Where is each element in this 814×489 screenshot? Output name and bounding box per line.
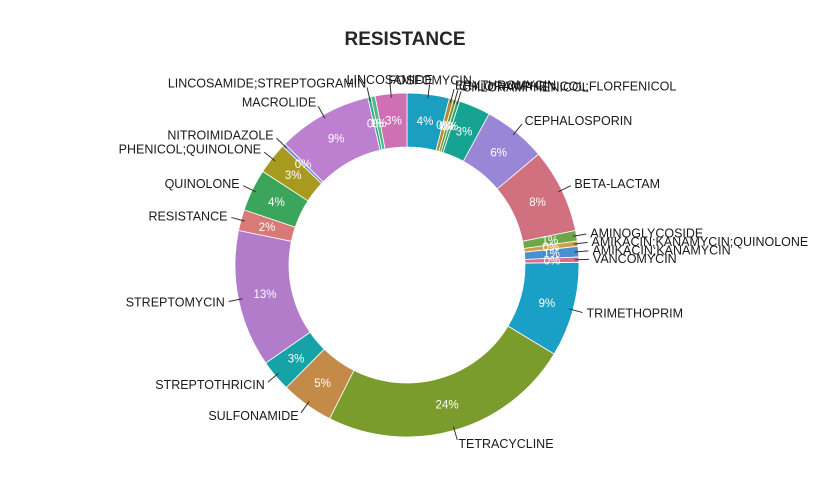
percent-label: 9% [539,298,556,310]
percent-label: 4% [268,197,285,209]
category-label: PHENICOL;QUINOLONE [119,143,261,157]
category-label: TETRACYCLINE [458,437,553,451]
percent-label: 13% [253,289,276,301]
category-label: RESISTANCE [149,209,228,223]
category-label: STREPTOMYCIN [126,295,225,309]
percent-label: 8% [529,197,546,209]
chart-title: RESISTANCE [344,29,465,50]
percent-label: 0% [544,255,561,267]
leader-line [572,233,587,237]
percent-label: 0% [439,121,456,133]
leader-line [317,105,326,119]
leader-line [427,84,431,99]
category-label: CHLORAMPHENICOL;FLORFENICOL [459,79,676,93]
leader-line [456,91,462,105]
percent-label: 3% [456,127,473,139]
leader-line [453,90,459,104]
leader-line [574,250,589,253]
category-label: LINCOSAMIDE;STREPTOGRAMIN [168,77,366,91]
category-label: NITROIMIDAZOLE [167,128,273,142]
leader-line [389,83,392,98]
percent-label: 24% [436,399,459,411]
percent-label: 9% [328,133,345,145]
category-label: TRIMETHOPRIM [587,307,684,321]
leader-line [231,216,245,222]
leader-line [300,401,310,414]
leader-line [228,298,243,303]
leader-line [452,426,458,441]
percent-label: 3% [285,170,302,182]
category-label: AMIKACIN;KANAMYCIN;QUINOLONE [592,235,809,249]
percent-label: 3% [385,116,402,128]
percent-label: 3% [288,353,305,365]
percent-label: 5% [314,378,331,390]
category-labels-group: FOSFOMYCINERYTHROMYCINCHLORAMPHENICOL;FL… [119,73,809,451]
category-label: CHLORAMPHENICOL [462,80,588,94]
leader-line [267,372,279,383]
percent-label: 0% [367,119,384,131]
percent-label: 0% [543,242,560,254]
leader-line [573,241,588,245]
leader-line [512,123,523,136]
slice-tetracycline-12 [329,325,555,438]
percent-labels-group: 4% 0%0%0%3%6%8%1%0%1%0%9%24%5%3%13%2%4%3%… [253,116,560,412]
percent-label: 1% [370,118,387,130]
leader-line [276,137,287,149]
percent-label: 6% [490,148,507,160]
percent-label: 1% [542,235,559,247]
leader-line [449,89,455,103]
category-label: AMINOGLYCOSIDE [590,226,703,240]
leader-line [366,87,371,102]
percent-label: 0% [436,120,453,132]
leader-line [263,151,276,162]
leader-line [569,308,583,314]
category-label: STREPTOTHRICIN [155,378,265,392]
percent-label: 1% [543,249,560,261]
category-label: ERYTHROMYCIN [455,78,556,92]
slices-group [234,92,580,438]
slice-lincosamide-23 [374,92,408,150]
percent-label: 0% [295,159,312,171]
category-label: VANCOMYCIN [593,252,677,266]
percent-label: 2% [259,222,276,234]
leader-lines-group [228,83,589,441]
category-label: QUINOLONE [165,177,240,191]
category-label: LINCOSAMIDE [347,73,433,87]
category-label: AMIKACIN;KANAMYCIN [592,244,730,258]
category-label: BETA-LACTAM [574,177,660,191]
percent-label: 0% [442,122,459,134]
category-label: CEPHALOSPORIN [525,114,633,128]
leader-line [242,185,257,193]
category-label: SULFONAMIDE [208,409,298,423]
category-label: FOSFOMYCIN [388,73,471,87]
leader-line [557,185,572,193]
percent-label: 4% [417,116,434,128]
category-label: MACROLIDE [242,96,316,110]
